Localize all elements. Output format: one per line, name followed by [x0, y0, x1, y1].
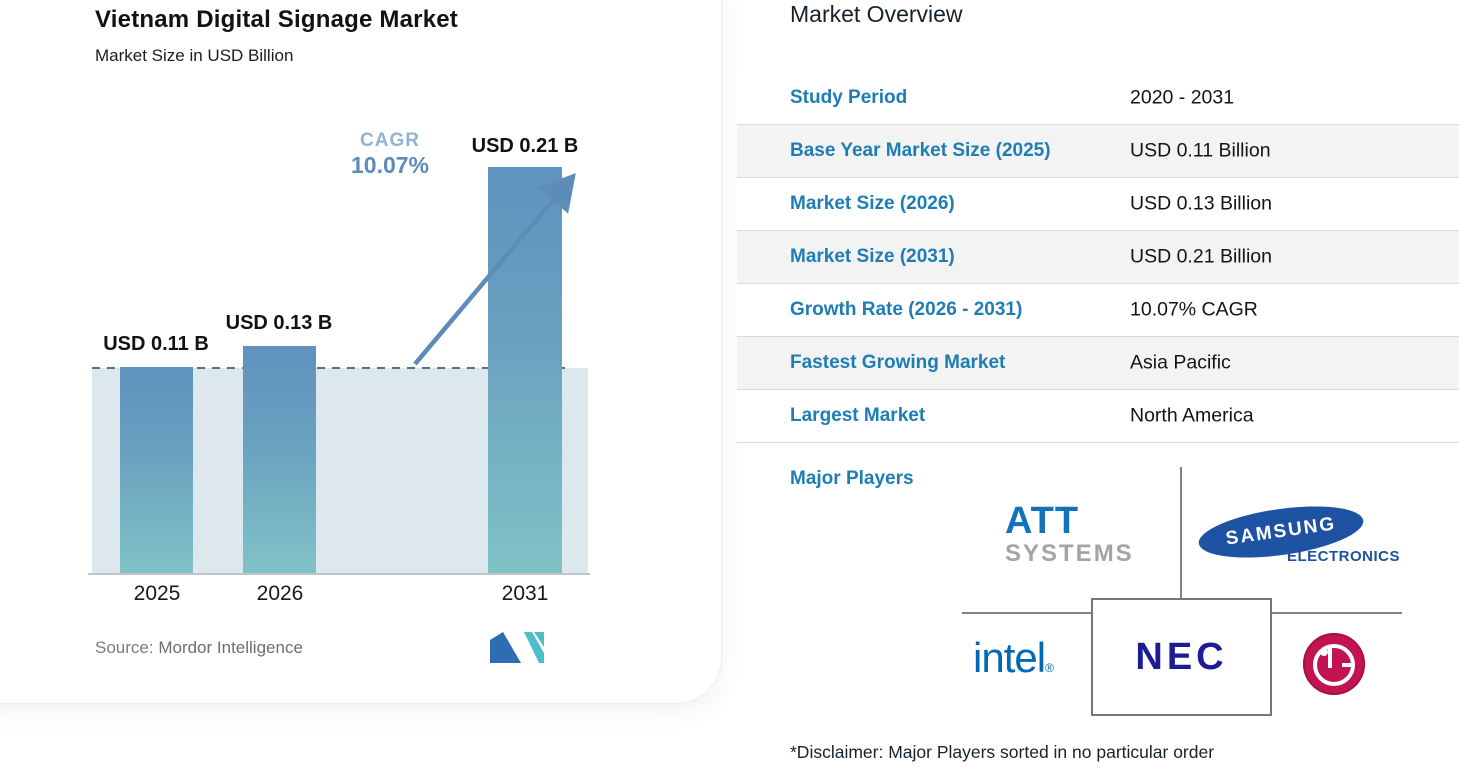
samsung-logo-text: SAMSUNG — [1224, 513, 1338, 550]
samsung-electronics-text: ELECTRONICS — [1287, 548, 1401, 565]
table-row-growth-rate: Growth Rate (2026 - 2031) 10.07% CAGR — [737, 284, 1459, 337]
row-value: 10.07% CAGR — [1130, 298, 1258, 321]
row-label: Largest Market — [790, 405, 926, 426]
x-axis-line — [88, 573, 590, 575]
major-players-label: Major Players — [790, 468, 914, 489]
row-label: Market Size (2031) — [790, 246, 955, 267]
cagr-annotation: CAGR 10.07% — [330, 130, 450, 179]
bar-chart-plot: USD 0.11 B USD 0.13 B USD 0.21 B CAGR 10… — [88, 130, 590, 605]
row-label: Market Size (2026) — [790, 193, 955, 214]
row-value: North America — [1130, 404, 1254, 427]
bar-2026 — [243, 346, 316, 573]
table-row-size-2026: Market Size (2026) USD 0.13 Billion — [737, 178, 1459, 231]
row-value: USD 0.13 Billion — [1130, 192, 1272, 215]
bar-value-label-2026: USD 0.13 B — [225, 312, 333, 334]
att-logo-text: ATT — [1005, 500, 1080, 542]
bar-value-label-2025: USD 0.11 B — [103, 333, 209, 355]
nec-logo: NEC — [1091, 598, 1272, 716]
table-row-study-period: Study Period 2020 - 2031 — [737, 72, 1459, 125]
source-name: Mordor Intelligence — [158, 638, 303, 657]
table-row-fastest-growing: Fastest Growing Market Asia Pacific — [737, 337, 1459, 390]
nec-logo-text: NEC — [1135, 635, 1228, 678]
players-divider-horizontal-left — [962, 612, 1091, 614]
cagr-label: CAGR — [360, 130, 420, 151]
row-value: USD 0.21 Billion — [1130, 245, 1272, 268]
row-label: Fastest Growing Market — [790, 352, 1006, 373]
table-row-base-year-size: Base Year Market Size (2025) USD 0.11 Bi… — [737, 125, 1459, 178]
growth-arrow-icon — [413, 173, 576, 366]
intel-logo-text: intel — [973, 634, 1046, 681]
mordor-intelligence-logo-icon — [490, 632, 544, 663]
att-systems-logo: ATT SYSTEMS — [1005, 502, 1134, 566]
row-label: Study Period — [790, 87, 908, 108]
bar-2025 — [120, 367, 193, 573]
market-overview-table: Study Period 2020 - 2031 Base Year Marke… — [737, 72, 1459, 443]
disclaimer-text: *Disclaimer: Major Players sorted in no … — [790, 742, 1215, 762]
chart-subtitle: Market Size in USD Billion — [95, 46, 294, 65]
table-row-size-2031: Market Size (2031) USD 0.21 Billion — [737, 231, 1459, 284]
row-value: USD 0.11 Billion — [1130, 139, 1271, 162]
x-tick-2026: 2026 — [256, 582, 304, 605]
row-value: 2020 - 2031 — [1130, 86, 1235, 109]
players-divider-horizontal-right — [1272, 612, 1402, 614]
market-overview-heading: Market Overview — [790, 1, 963, 27]
lg-logo — [1303, 633, 1365, 695]
cagr-value: 10.07% — [350, 152, 429, 178]
bar-value-label-2031: USD 0.21 B — [471, 135, 579, 157]
x-tick-2025: 2025 — [133, 582, 181, 605]
registered-mark-icon: ® — [1045, 661, 1054, 675]
row-label: Growth Rate (2026 - 2031) — [790, 299, 1023, 320]
row-value: Asia Pacific — [1130, 351, 1231, 374]
att-systems-text: SYSTEMS — [1005, 540, 1134, 567]
source-line: Source: Mordor Intelligence — [95, 638, 303, 658]
intel-logo: intel® — [973, 634, 1054, 682]
dashed-baseline — [92, 367, 572, 369]
chart-card — [0, 0, 722, 704]
row-label: Base Year Market Size (2025) — [790, 140, 1051, 161]
source-prefix: Source: — [95, 638, 154, 657]
table-row-largest-market: Largest Market North America — [737, 390, 1459, 443]
chart-title: Vietnam Digital Signage Market — [95, 6, 458, 33]
x-tick-2031: 2031 — [501, 582, 549, 605]
players-divider-vertical — [1180, 467, 1182, 599]
